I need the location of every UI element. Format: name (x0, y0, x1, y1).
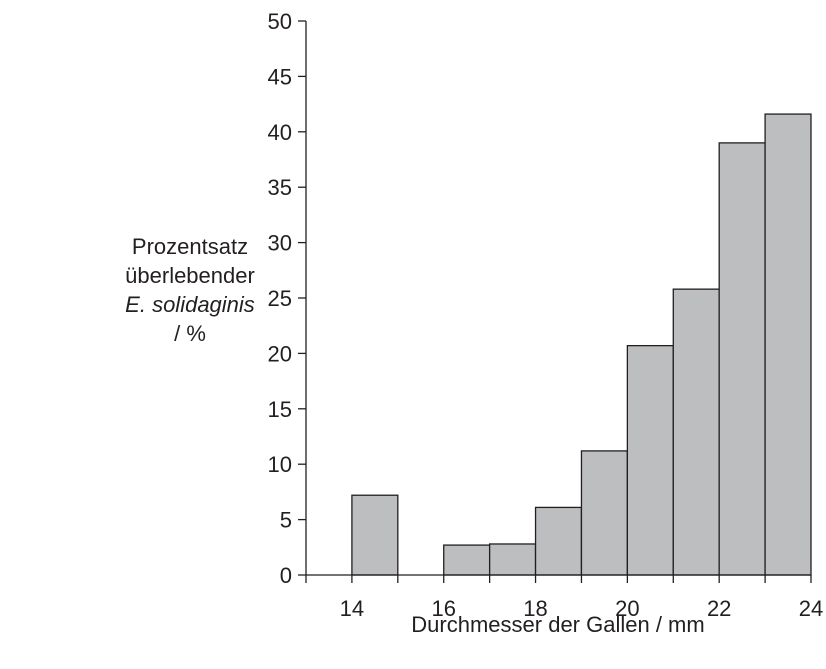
bar-14-15 (351, 494, 399, 576)
x-tick-label-20: 20 (615, 596, 639, 621)
bar-22-23 (718, 142, 766, 576)
bar-16-17 (443, 544, 491, 576)
y-axis-label-line-1: Prozentsatz (131, 234, 249, 259)
x-tick-label-18: 18 (523, 596, 547, 621)
bar-23-24 (764, 113, 812, 576)
y-tick-label-0: 0 (280, 563, 292, 588)
y-tick-label-30: 30 (268, 231, 292, 256)
bar-18-19 (534, 506, 583, 576)
y-tick-label-15: 15 (268, 397, 292, 422)
x-tick-label-22: 22 (707, 596, 731, 621)
bar-21-22 (672, 288, 720, 576)
bar-20-21 (626, 344, 674, 576)
y-tick-label-35: 35 (268, 175, 292, 200)
axes-group: 0 5 10 15 20 25 30 35 40 45 50 14 16 18 20 22 24 (268, 9, 824, 621)
bars-group (351, 113, 812, 576)
y-axis-label-species: E. solidaginis (125, 292, 255, 317)
y-tick-label-20: 20 (268, 341, 292, 366)
y-tick-label-10: 10 (268, 452, 292, 477)
x-tick-label-14: 14 (340, 596, 364, 621)
x-tick-label-24: 24 (799, 596, 823, 621)
y-tick-label-40: 40 (268, 120, 292, 145)
bar-19-20 (580, 450, 629, 576)
y-tick-label-5: 5 (280, 508, 292, 533)
x-axis-label: Durchmesser der Gallen / mm (411, 612, 705, 637)
x-tick-label-16: 16 (431, 596, 455, 621)
y-tick-label-45: 45 (268, 64, 292, 89)
y-axis-label-line-2: überlebender (125, 263, 255, 288)
y-tick-label-50: 50 (268, 9, 292, 34)
y-axis-label: Prozentsatz überlebender E. solidaginis … (80, 232, 300, 348)
y-axis-label-unit: / % (174, 321, 206, 346)
y-tick-label-25: 25 (268, 286, 292, 311)
bar-17-18 (488, 543, 537, 576)
